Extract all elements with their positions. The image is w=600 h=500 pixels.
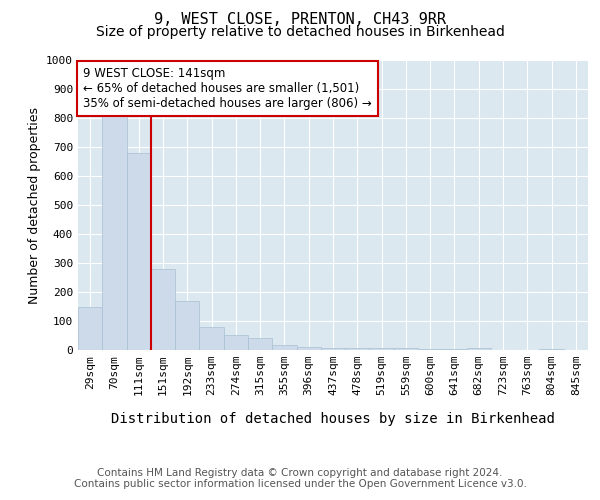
Bar <box>321 348 345 350</box>
Text: Contains HM Land Registry data © Crown copyright and database right 2024.
Contai: Contains HM Land Registry data © Crown c… <box>74 468 526 489</box>
Bar <box>370 348 394 350</box>
Bar <box>175 300 199 350</box>
Bar <box>296 347 321 350</box>
Bar <box>394 348 418 350</box>
Bar <box>539 348 564 350</box>
Bar <box>78 306 102 350</box>
Bar <box>272 345 296 350</box>
Bar <box>248 338 272 350</box>
Bar <box>345 348 370 350</box>
Bar <box>224 335 248 350</box>
Text: 9, WEST CLOSE, PRENTON, CH43 9RR: 9, WEST CLOSE, PRENTON, CH43 9RR <box>154 12 446 28</box>
Text: 9 WEST CLOSE: 141sqm
← 65% of detached houses are smaller (1,501)
35% of semi-de: 9 WEST CLOSE: 141sqm ← 65% of detached h… <box>83 68 372 110</box>
Text: Distribution of detached houses by size in Birkenhead: Distribution of detached houses by size … <box>111 412 555 426</box>
Bar <box>199 328 224 350</box>
Bar <box>467 348 491 350</box>
Text: Size of property relative to detached houses in Birkenhead: Size of property relative to detached ho… <box>95 25 505 39</box>
Bar <box>418 348 442 350</box>
Bar <box>127 153 151 350</box>
Bar <box>442 348 467 350</box>
Y-axis label: Number of detached properties: Number of detached properties <box>28 106 41 304</box>
Bar <box>151 269 175 350</box>
Bar <box>102 112 127 350</box>
